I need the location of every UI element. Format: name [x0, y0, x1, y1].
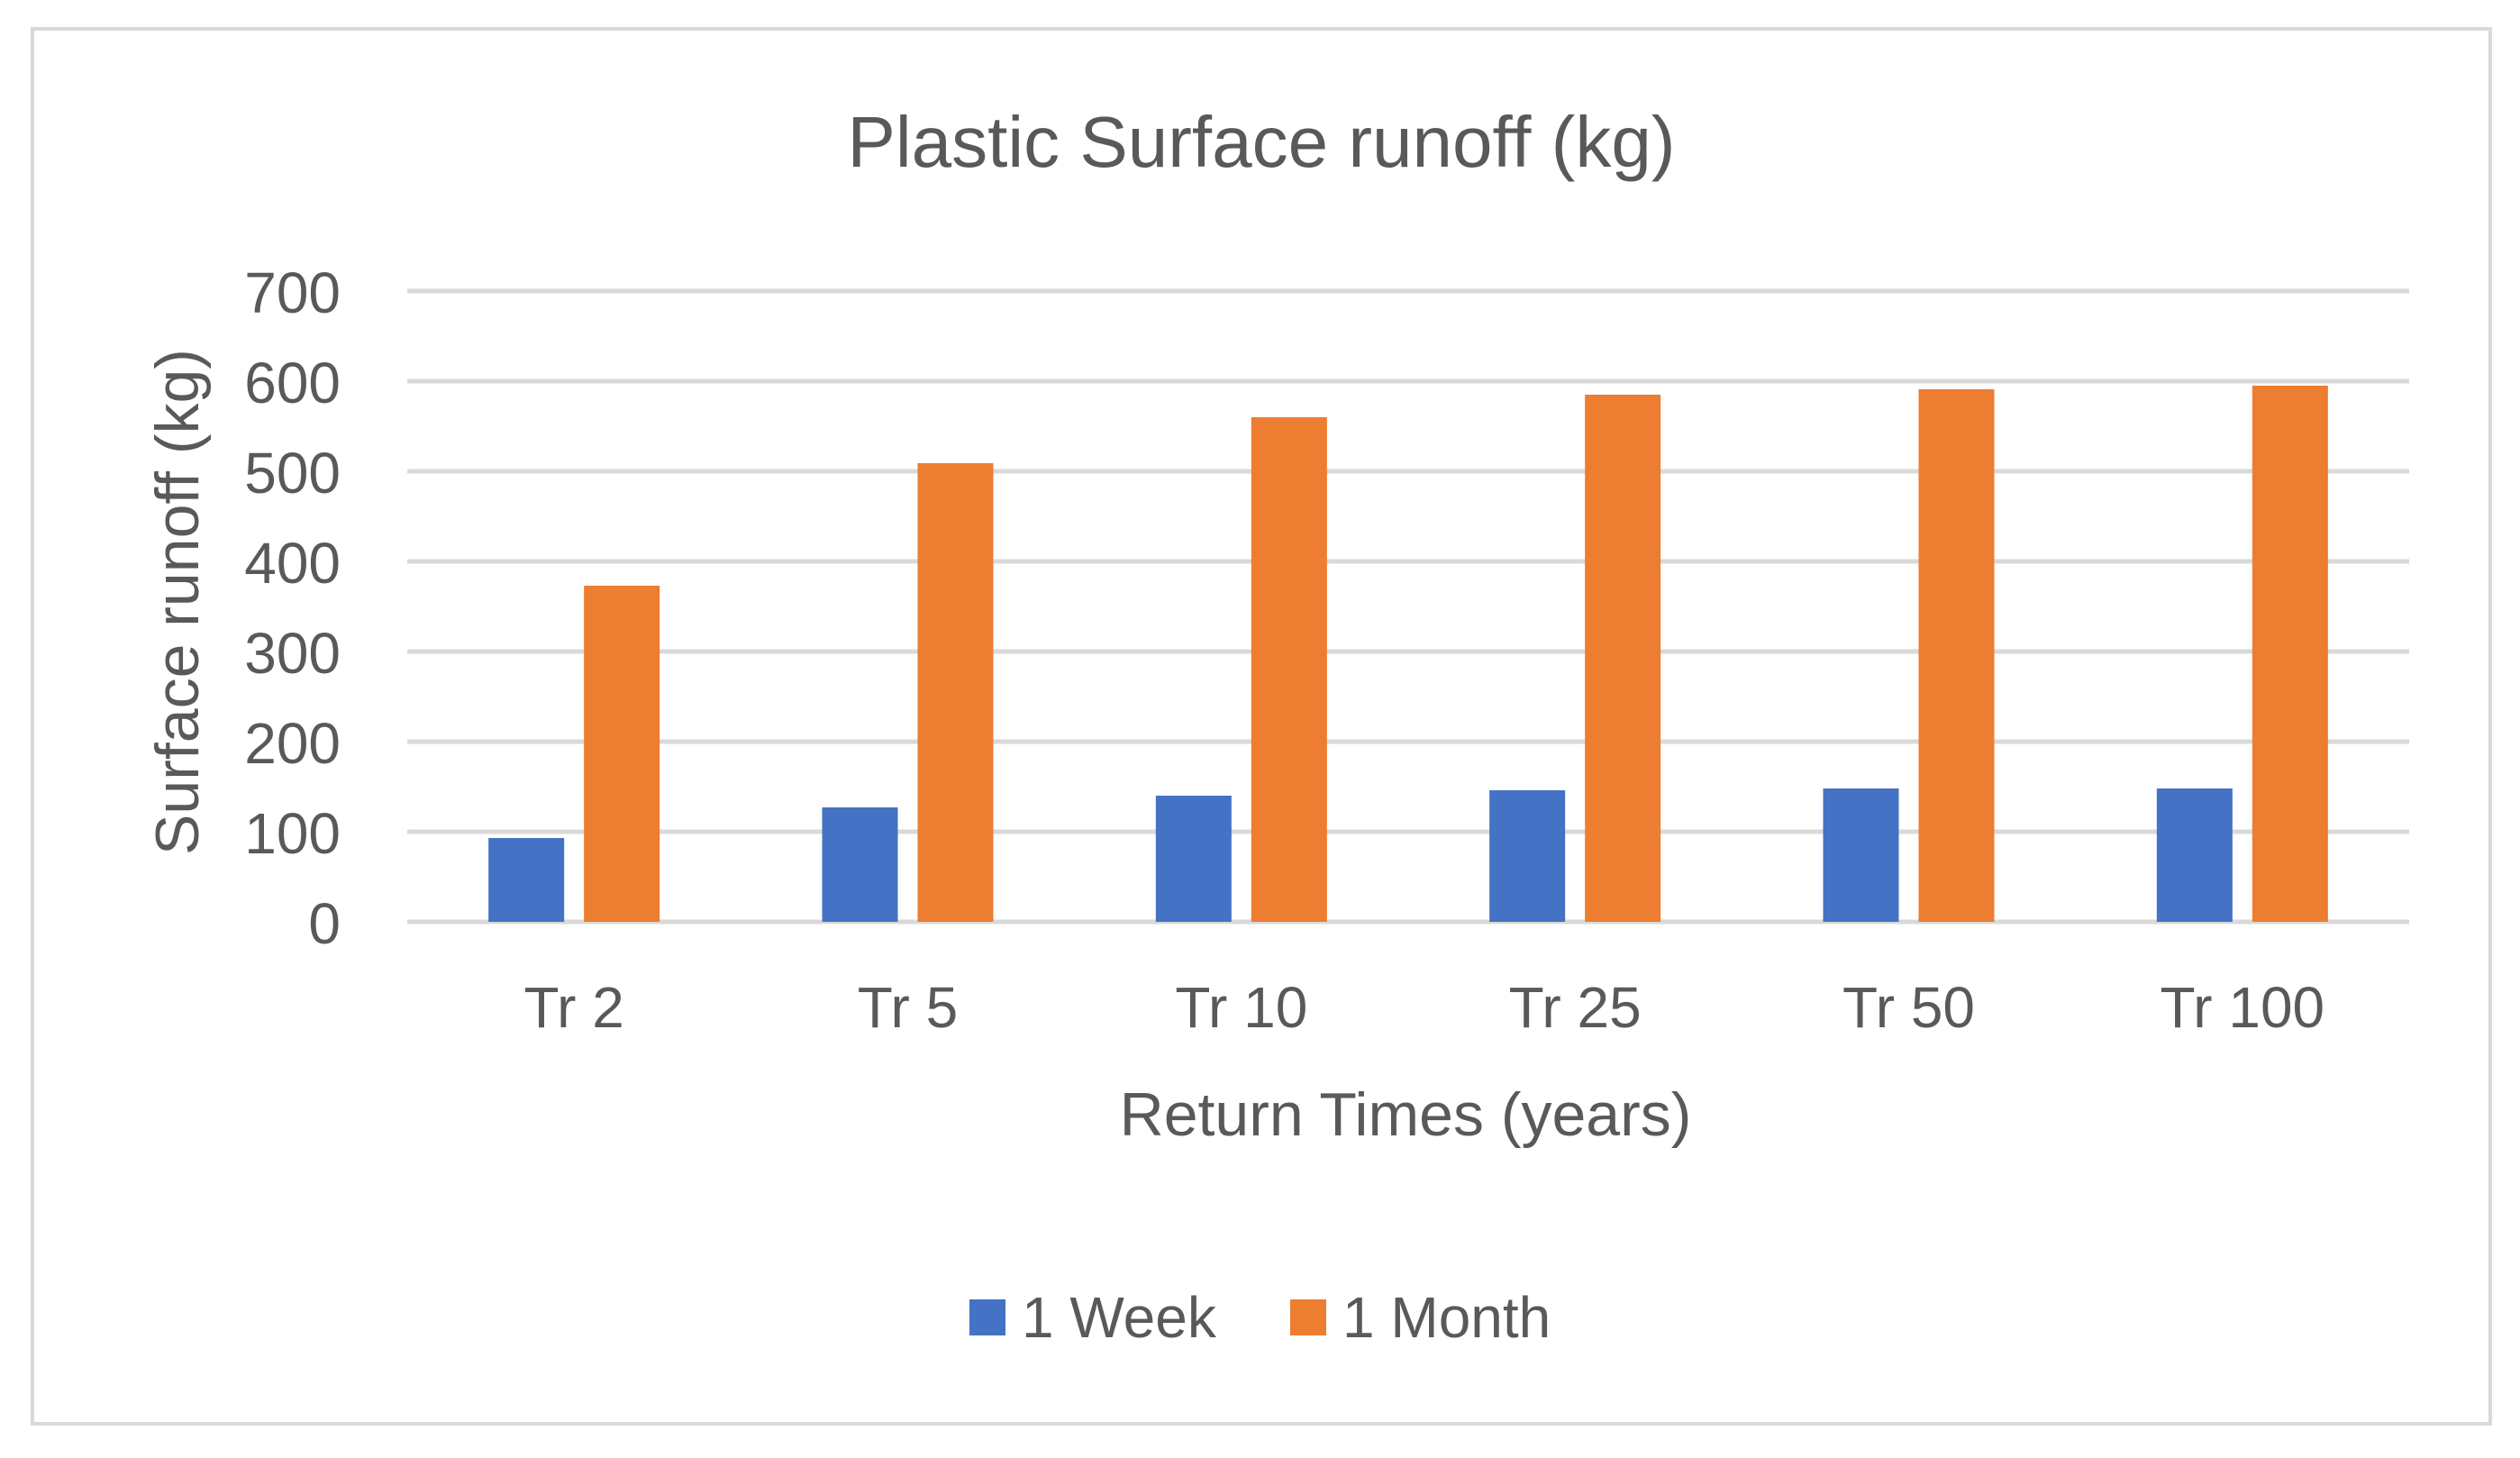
legend: 1 Week 1 Month	[969, 1285, 1551, 1350]
bar-week	[822, 807, 898, 922]
y-tick-label: 200	[244, 711, 341, 776]
y-tick-label: 500	[244, 441, 341, 506]
bar-week	[1823, 788, 1899, 922]
y-tick-label: 300	[244, 621, 341, 686]
y-tick-label: 700	[244, 260, 341, 325]
bar-week	[1489, 790, 1566, 922]
chart-title: Plastic Surface runoff (kg)	[848, 102, 1676, 182]
x-axis-label: Return Times (years)	[1120, 1080, 1692, 1149]
gridlines	[407, 288, 2409, 925]
x-tick-label: Tr 5	[858, 975, 958, 1040]
bar-week	[2156, 788, 2233, 922]
bar-month	[584, 586, 660, 922]
legend-swatch	[1290, 1299, 1326, 1335]
bar-month	[1251, 417, 1327, 922]
bar-week	[488, 838, 565, 922]
x-tick-label: Tr 2	[523, 975, 623, 1040]
x-tick-label: Tr 50	[1842, 975, 1975, 1040]
y-axis-label: Surface runoff (kg)	[143, 349, 212, 855]
bar-month	[1585, 395, 1661, 922]
x-tick-label: Tr 100	[2161, 975, 2325, 1040]
x-tick-labels: Tr 2 Tr 5 Tr 10 Tr 25 Tr 50 Tr 100	[523, 975, 2324, 1040]
legend-label: 1 Month	[1342, 1285, 1551, 1350]
bar-month	[1918, 389, 1995, 922]
legend-swatch	[969, 1299, 1005, 1335]
legend-label: 1 Week	[1022, 1285, 1217, 1350]
x-tick-label: Tr 25	[1509, 975, 1642, 1040]
bar-month	[917, 463, 994, 922]
y-tick-label: 100	[244, 801, 341, 866]
bar-month	[2252, 386, 2328, 922]
x-tick-label: Tr 10	[1175, 975, 1307, 1040]
y-tick-labels: 0 100 200 300 400 500 600 700	[244, 260, 341, 956]
y-tick-label: 600	[244, 351, 341, 415]
y-tick-label: 400	[244, 531, 341, 596]
bars	[488, 386, 2328, 922]
y-tick-label: 0	[308, 891, 341, 956]
bar-week	[1155, 796, 1232, 922]
